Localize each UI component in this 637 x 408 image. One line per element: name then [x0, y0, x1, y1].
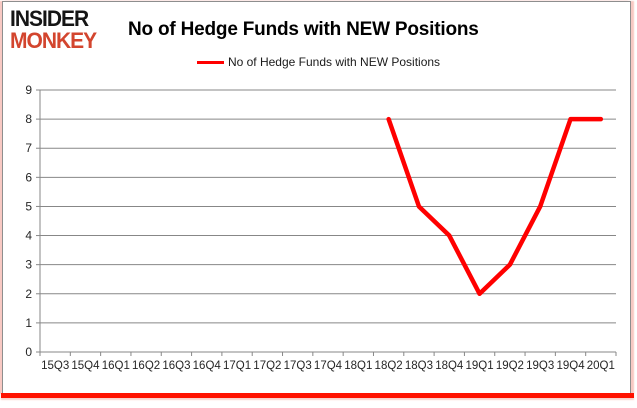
x-tick-label: 18Q1 — [344, 360, 372, 372]
x-tick-label: 16Q2 — [132, 360, 160, 372]
x-tick-label: 20Q1 — [587, 360, 615, 372]
x-tick-label: 16Q4 — [193, 360, 222, 372]
series-line — [386, 116, 604, 297]
x-tick-label: 17Q1 — [223, 360, 251, 372]
x-tick-label: 17Q2 — [253, 360, 281, 372]
y-tick-label: 2 — [25, 287, 32, 301]
logo-text-insider: INSIDER — [10, 6, 89, 32]
insider-monkey-logo: INSIDER MONKEY — [10, 6, 118, 54]
chart-title: No of Hedge Funds with NEW Positions — [128, 18, 479, 40]
x-tick-label: 19Q1 — [466, 360, 494, 372]
x-tick-label: 16Q1 — [102, 360, 130, 372]
y-tick-label: 7 — [25, 141, 32, 155]
x-tick-label: 15Q4 — [71, 360, 100, 372]
chart-legend: No of Hedge Funds with NEW Positions — [0, 55, 637, 69]
chart-panel-border — [2, 1, 631, 394]
y-tick-label: 4 — [25, 229, 32, 243]
x-tick-label: 18Q4 — [435, 360, 464, 372]
x-tick-label: 16Q3 — [162, 360, 190, 372]
x-tick-label: 17Q3 — [284, 360, 312, 372]
x-tick-label: 19Q2 — [496, 360, 524, 372]
legend-line-swatch — [196, 60, 224, 64]
y-tick-label: 8 — [25, 112, 32, 126]
logo-text-monkey: MONKEY — [10, 28, 97, 54]
y-tick-label: 6 — [25, 170, 32, 184]
y-tick-label: 5 — [25, 199, 32, 213]
bottom-red-bar — [1, 393, 634, 398]
x-tick-label: 19Q3 — [526, 360, 554, 372]
chart-header: INSIDER MONKEY No of Hedge Funds with NE… — [10, 6, 479, 54]
x-tick-label: 17Q4 — [314, 360, 343, 372]
x-tick-label: 19Q4 — [556, 360, 585, 372]
x-tick-label: 18Q2 — [375, 360, 403, 372]
x-tick-label: 15Q3 — [41, 360, 69, 372]
y-tick-label: 1 — [25, 316, 32, 330]
y-tick-label: 3 — [25, 258, 32, 272]
legend-series-label: No of Hedge Funds with NEW Positions — [227, 55, 441, 69]
y-tick-label: 9 — [25, 83, 32, 97]
y-tick-label: 0 — [25, 345, 32, 359]
x-tick-label: 18Q3 — [405, 360, 433, 372]
